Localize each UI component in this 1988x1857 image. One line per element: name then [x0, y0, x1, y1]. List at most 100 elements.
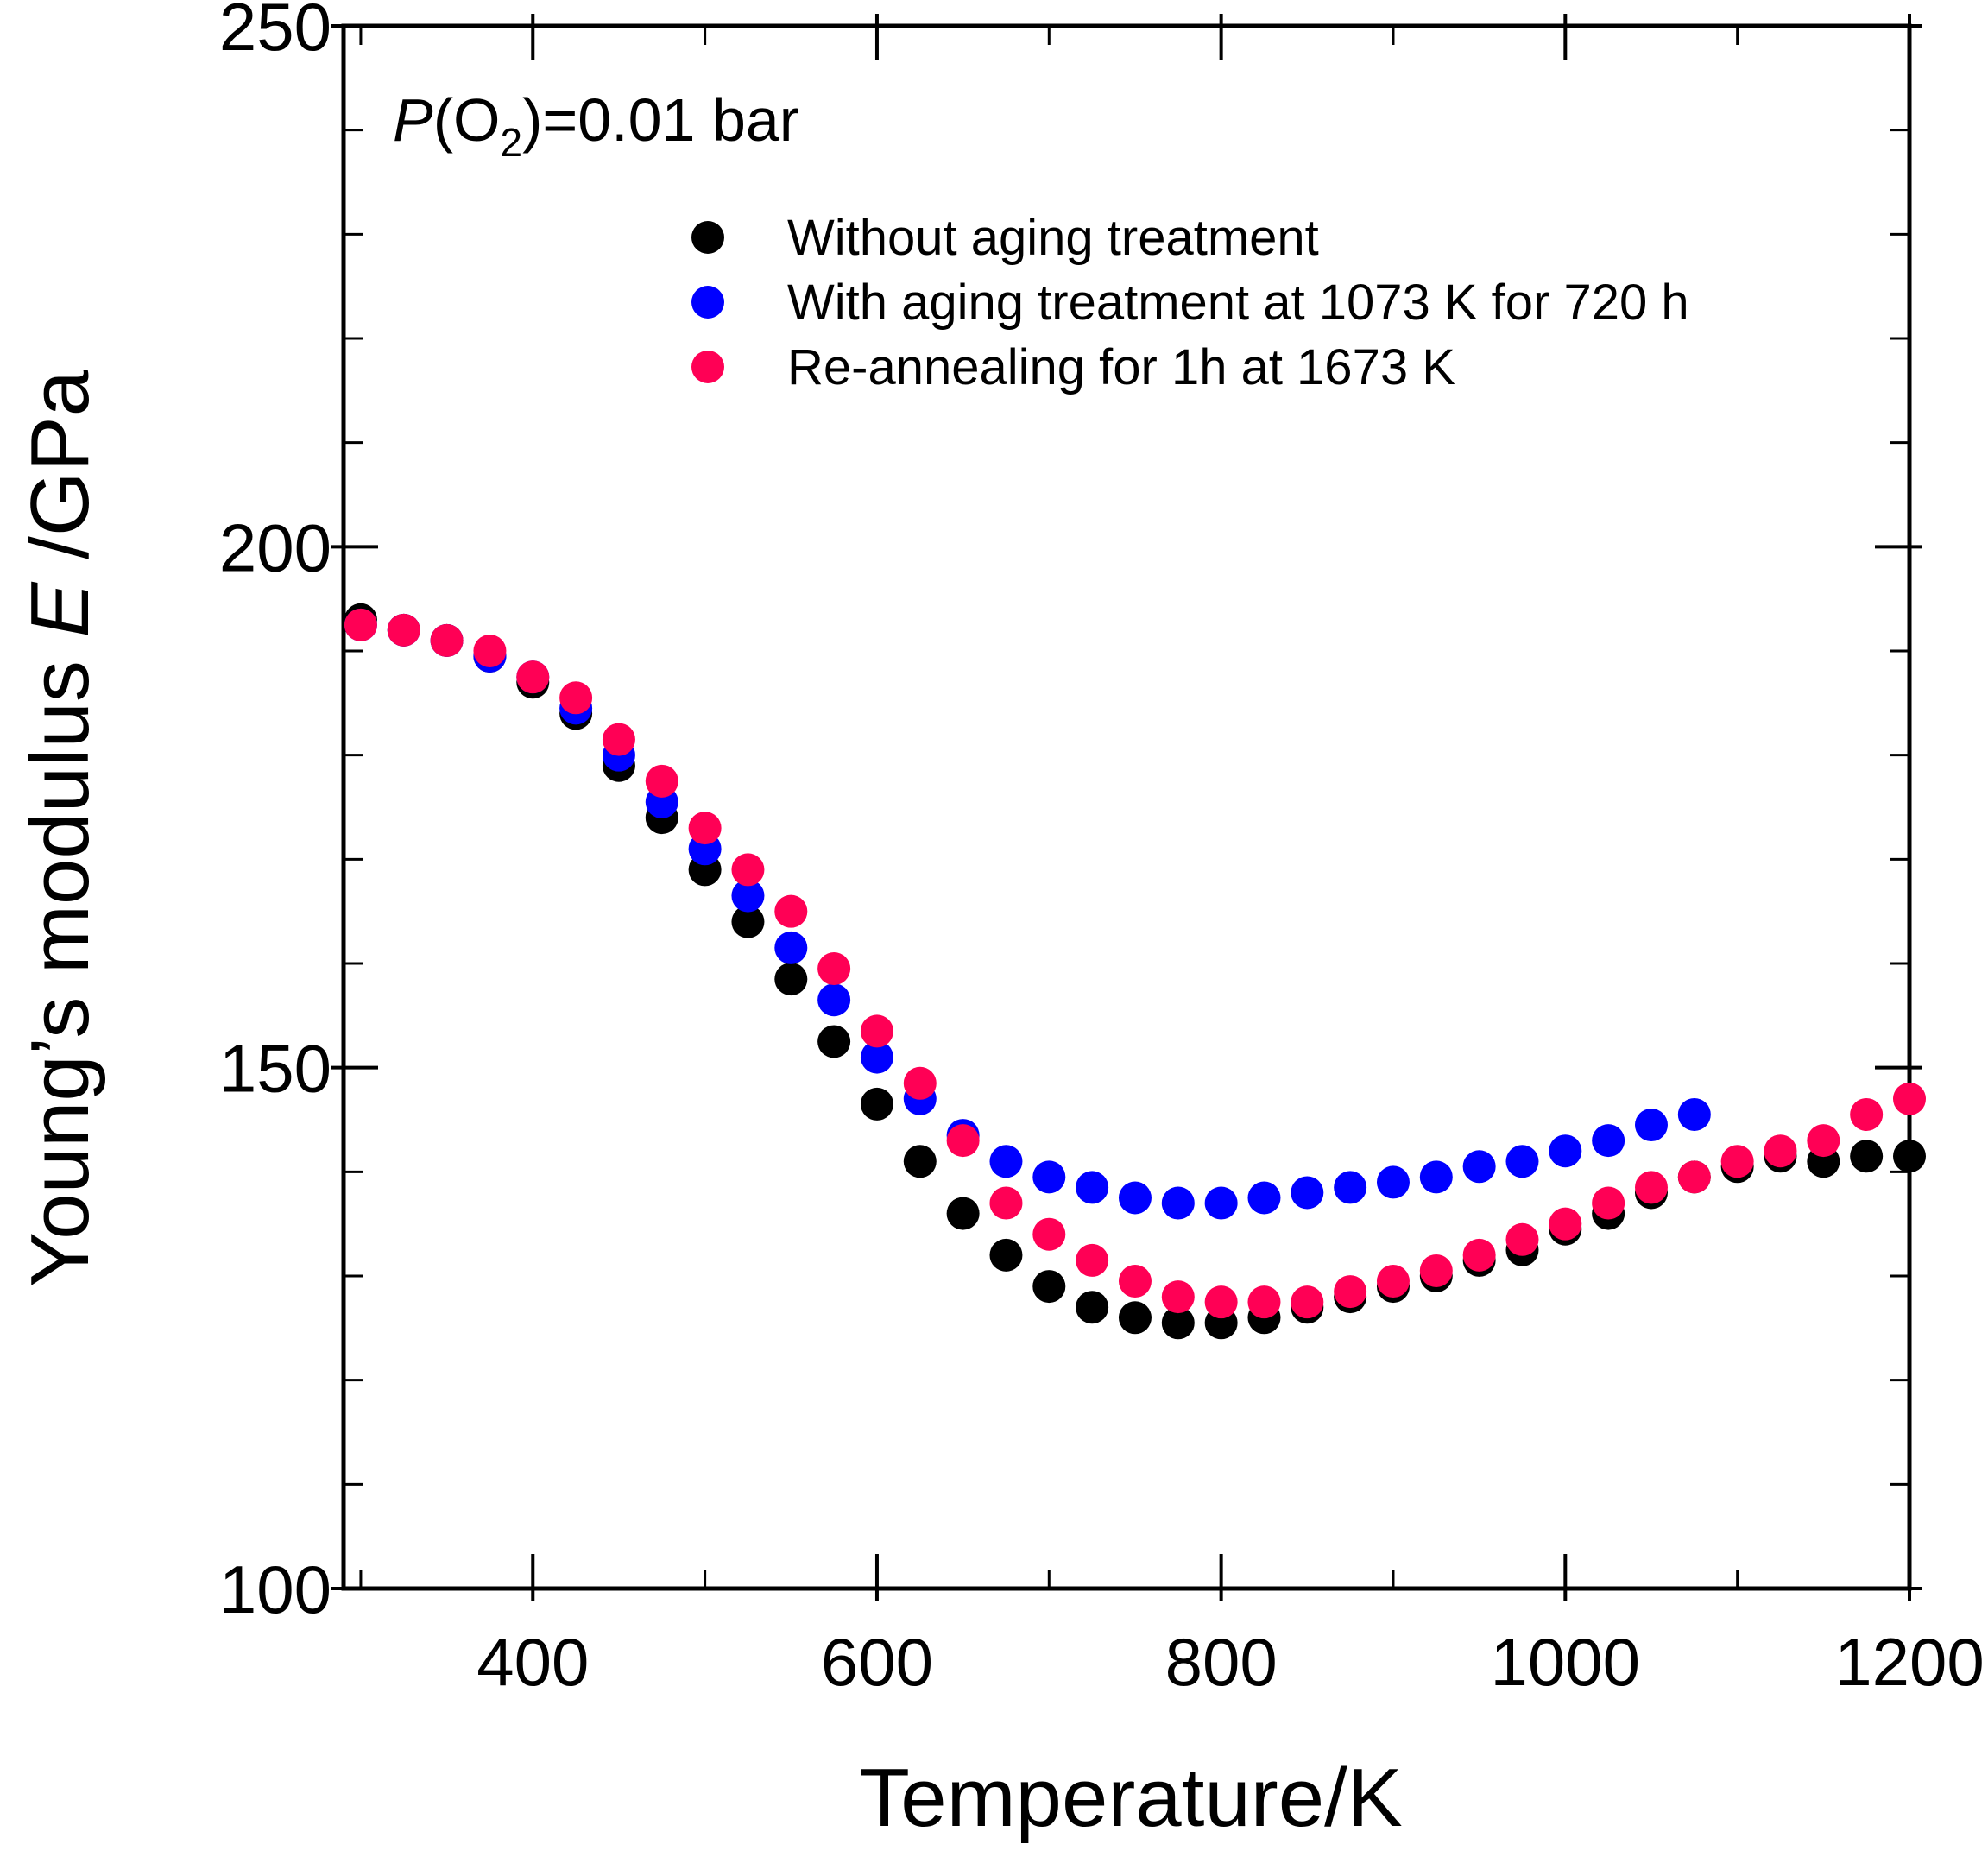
series-3	[344, 608, 1926, 1319]
data-point	[817, 952, 851, 986]
data-point	[1076, 1171, 1109, 1204]
data-point	[1204, 1285, 1238, 1319]
data-point	[1462, 1238, 1496, 1272]
data-point	[817, 1025, 851, 1058]
data-point	[1291, 1285, 1324, 1319]
data-point	[731, 905, 765, 938]
data-point	[516, 660, 550, 694]
data-point	[344, 608, 377, 641]
data-point	[1032, 1270, 1066, 1304]
data-point	[1334, 1275, 1367, 1309]
data-point	[817, 983, 851, 1017]
data-point	[1076, 1291, 1109, 1324]
data-point	[1807, 1124, 1840, 1158]
legend-marker	[691, 286, 724, 319]
x-tick-label: 1200	[1834, 1624, 1985, 1700]
data-point	[1118, 1301, 1152, 1335]
data-point	[1118, 1265, 1152, 1298]
legend: Without aging treatment With aging treatm…	[691, 210, 1689, 395]
x-tick-label: 600	[821, 1624, 933, 1700]
y-tick-label: 150	[219, 1031, 331, 1107]
annotation: P(O2)=0.01 bar	[393, 86, 799, 165]
data-point	[1419, 1160, 1453, 1194]
data-point	[1247, 1285, 1281, 1319]
y-axis-title: Young’s modulus E /GPa	[14, 370, 106, 1287]
data-point	[1161, 1306, 1195, 1340]
data-point	[989, 1145, 1023, 1178]
data-point	[1161, 1186, 1195, 1220]
data-point	[903, 1145, 937, 1178]
data-point	[1634, 1109, 1668, 1142]
data-point	[559, 681, 593, 715]
data-point	[1419, 1254, 1453, 1287]
legend-marker	[691, 351, 724, 383]
data-point	[473, 635, 507, 667]
data-point	[1893, 1140, 1926, 1173]
data-point	[688, 812, 722, 845]
x-axis-title: Temperature/K	[859, 1752, 1403, 1844]
data-point	[602, 723, 635, 756]
data-point	[1247, 1181, 1281, 1215]
annotation-close: )=0.01 bar	[522, 86, 799, 154]
data-point	[1505, 1145, 1539, 1178]
data-point	[731, 879, 765, 913]
data-point	[860, 1014, 893, 1048]
data-point	[989, 1186, 1023, 1220]
data-point	[1592, 1124, 1625, 1158]
data-point	[1505, 1222, 1539, 1256]
data-point	[774, 931, 808, 964]
data-point	[1376, 1265, 1410, 1298]
x-tick-labels: 400 600 800 1000 1200	[476, 1624, 1985, 1700]
data-point	[645, 764, 678, 798]
data-point	[1161, 1280, 1195, 1314]
y-tick-label: 100	[219, 1551, 331, 1627]
annotation-open: (O	[433, 86, 501, 154]
y-axis-title-italic: E	[14, 581, 106, 637]
data-point	[1291, 1176, 1324, 1210]
data-point	[1850, 1097, 1884, 1131]
data-point	[860, 1087, 893, 1121]
annotation-prefix: P	[393, 86, 433, 154]
data-point	[387, 613, 420, 647]
legend-label: Without aging treatment	[787, 210, 1319, 266]
plot-frame	[341, 23, 1912, 1591]
y-axis-title-suffix: /GPa	[14, 370, 106, 582]
y-tick-label: 200	[219, 509, 331, 585]
data-point	[430, 623, 464, 657]
data-point	[1634, 1171, 1668, 1204]
data-point	[1032, 1160, 1066, 1194]
y-tick-labels: 100 150 200 250	[219, 0, 331, 1627]
data-point	[774, 894, 808, 928]
data-point	[1893, 1082, 1926, 1115]
data-point	[1549, 1134, 1582, 1168]
data-point	[903, 1066, 937, 1100]
legend-label: With aging treatment at 1073 K for 720 h	[787, 275, 1689, 331]
data-point	[1720, 1145, 1754, 1178]
legend-marker	[691, 221, 724, 254]
y-tick-label: 250	[219, 0, 331, 65]
data-point	[1462, 1150, 1496, 1184]
data-point	[946, 1197, 980, 1230]
data-point	[1549, 1207, 1582, 1241]
data-point	[860, 1040, 893, 1074]
x-tick-label: 400	[476, 1624, 589, 1700]
y-axis-title-prefix: Young’s modulus	[14, 637, 106, 1287]
data-point	[1076, 1243, 1109, 1277]
data-point	[1376, 1165, 1410, 1199]
legend-label: Re-annealing for 1h at 1673 K	[787, 339, 1455, 395]
data-point	[774, 963, 808, 996]
data-point	[1334, 1171, 1367, 1204]
data-point	[989, 1238, 1023, 1272]
data-point	[1677, 1160, 1711, 1194]
minor-ticks	[344, 26, 1909, 1589]
data-point	[1118, 1181, 1152, 1215]
data-point	[1592, 1186, 1625, 1220]
data-point	[1764, 1134, 1797, 1168]
data-points	[344, 603, 1926, 1340]
data-point	[1677, 1097, 1711, 1131]
data-point	[731, 853, 765, 887]
data-point	[1204, 1186, 1238, 1220]
data-point	[1850, 1140, 1884, 1173]
